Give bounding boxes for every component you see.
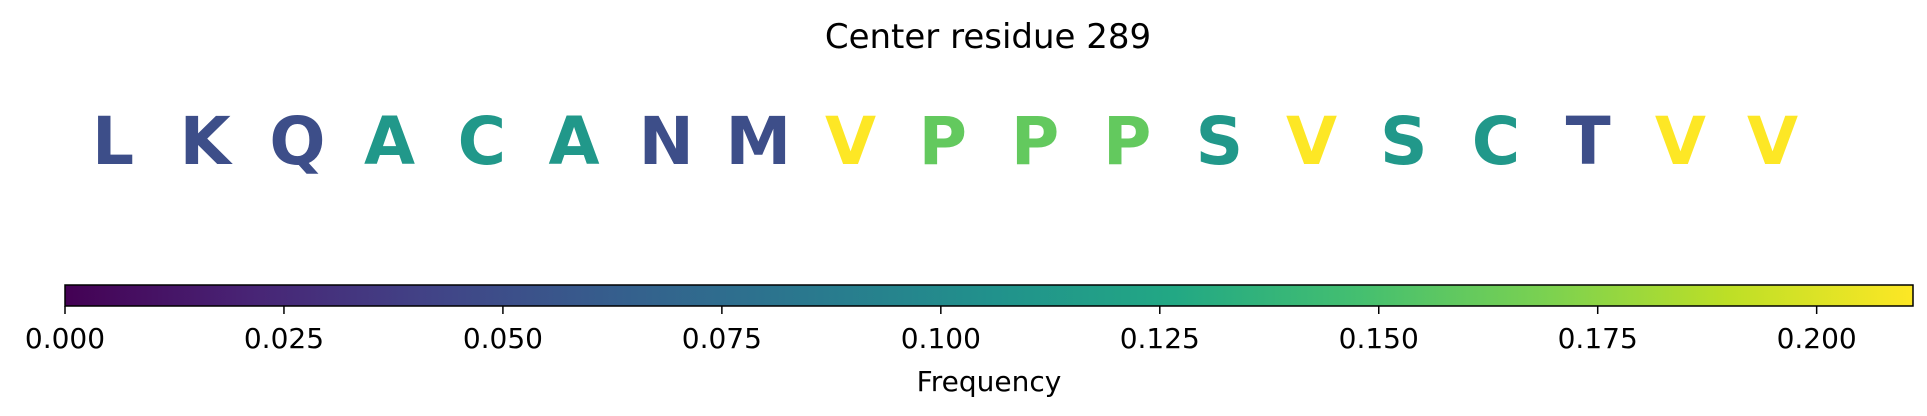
residue-letter: V xyxy=(1747,103,1798,180)
colorbar-tick-label: 0.150 xyxy=(1339,322,1419,355)
residue-letter: K xyxy=(180,103,234,180)
residue-letter: V xyxy=(1286,103,1337,180)
residue-letter: S xyxy=(1380,103,1428,180)
residue-letter: A xyxy=(548,103,599,180)
residue-letter: P xyxy=(1011,103,1059,180)
colorbar-tick-label: 0.100 xyxy=(901,322,981,355)
colorbar-gradient xyxy=(64,284,1914,307)
residue-letter: T xyxy=(1566,103,1611,180)
colorbar-ticks: 0.000 0.025 0.050 0.075 0.100 0.125 0.150 0.175… xyxy=(25,306,1857,355)
colorbar-tick-label: 0.000 xyxy=(25,322,105,355)
colorbar-tick-label: 0.025 xyxy=(244,322,324,355)
residue-letter: S xyxy=(1196,103,1244,180)
residue-letter: P xyxy=(1103,103,1151,180)
residue-letter: Q xyxy=(269,103,325,180)
residue-letter: L xyxy=(92,103,134,180)
residue-letter: C xyxy=(458,103,506,180)
colorbar-tick-label: 0.125 xyxy=(1120,322,1200,355)
residue-letter: M xyxy=(726,103,792,180)
residue-letter: V xyxy=(825,103,876,180)
colorbar-tick-label: 0.050 xyxy=(463,322,543,355)
residue-letter: C xyxy=(1472,103,1520,180)
residue-letter: A xyxy=(364,103,415,180)
colorbar: 0.000 0.025 0.050 0.075 0.100 0.125 0.150 0.175… xyxy=(25,284,1914,398)
colorbar-tick-label: 0.175 xyxy=(1558,322,1638,355)
colorbar-tick-label: 0.200 xyxy=(1777,322,1857,355)
residue-letter: N xyxy=(639,103,694,180)
colorbar-tick-label: 0.075 xyxy=(682,322,762,355)
residue-letter: P xyxy=(919,103,967,180)
colorbar-label: Frequency xyxy=(917,365,1062,398)
residue-letter: V xyxy=(1655,103,1706,180)
chart-title: Center residue 289 xyxy=(825,17,1151,57)
